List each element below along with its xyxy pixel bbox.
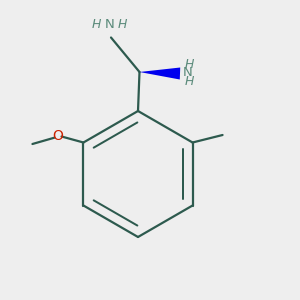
Text: N: N [105, 18, 114, 31]
Text: H: H [92, 18, 101, 31]
Text: H: H [118, 18, 127, 31]
Text: O: O [52, 129, 63, 142]
Polygon shape [140, 68, 180, 80]
Text: N: N [182, 66, 192, 79]
Text: H: H [185, 58, 194, 71]
Text: H: H [185, 75, 194, 88]
